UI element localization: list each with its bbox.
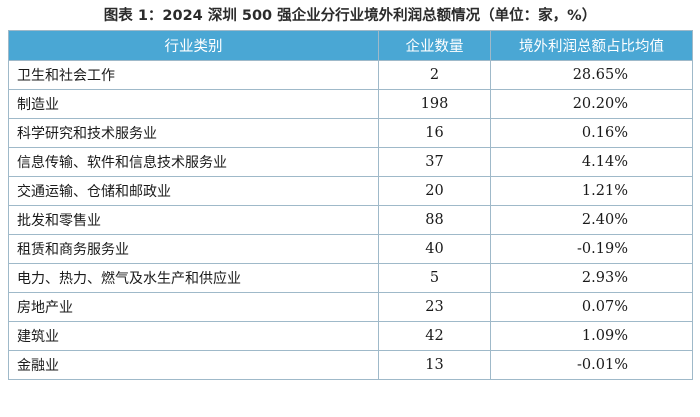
row-category: 信息传输、软件和信息技术服务业 [8,147,379,177]
row-count: 13 [378,350,491,380]
header-category: 行业类别 [8,30,379,61]
row-count: 16 [378,118,491,148]
row-category: 租赁和商务服务业 [8,234,379,264]
row-category: 批发和零售业 [8,205,379,235]
row-count: 88 [378,205,491,235]
table-row: 电力、热力、燃气及水生产和供应业 5 2.93% [8,263,693,293]
row-share: -0.01% [490,350,693,380]
row-count: 20 [378,176,491,206]
table-row: 租赁和商务服务业 40 -0.19% [8,234,693,264]
row-category: 建筑业 [8,321,379,351]
row-share: 1.09% [490,321,693,351]
row-category: 科学研究和技术服务业 [8,118,379,148]
row-count: 198 [378,89,491,119]
table-header-row: 行业类别 企业数量 境外利润总额占比均值 [8,30,693,61]
row-share: 20.20% [490,89,693,119]
row-share: -0.19% [490,234,693,264]
row-count: 23 [378,292,491,322]
row-count: 5 [378,263,491,293]
row-category: 制造业 [8,89,379,119]
table-row: 制造业 198 20.20% [8,89,693,119]
row-count: 42 [378,321,491,351]
header-count: 企业数量 [378,30,491,61]
row-count: 40 [378,234,491,264]
row-share: 0.07% [490,292,693,322]
row-share: 1.21% [490,176,693,206]
row-category: 房地产业 [8,292,379,322]
table-row: 科学研究和技术服务业 16 0.16% [8,118,693,148]
row-count: 2 [378,60,491,90]
row-share: 4.14% [490,147,693,177]
table-row: 批发和零售业 88 2.40% [8,205,693,235]
row-share: 28.65% [490,60,693,90]
header-share: 境外利润总额占比均值 [490,30,693,61]
table-row: 金融业 13 -0.01% [8,350,693,380]
row-category: 电力、热力、燃气及水生产和供应业 [8,263,379,293]
chart-title: 图表 1：2024 深圳 500 强企业分行业境外利润总额情况（单位：家，%） [103,8,597,24]
row-share: 2.40% [490,205,693,235]
row-category: 金融业 [8,350,379,380]
table-row: 信息传输、软件和信息技术服务业 37 4.14% [8,147,693,177]
table-row: 交通运输、仓储和邮政业 20 1.21% [8,176,693,206]
row-share: 0.16% [490,118,693,148]
row-share: 2.93% [490,263,693,293]
row-category: 卫生和社会工作 [8,60,379,90]
table-row: 卫生和社会工作 2 28.65% [8,60,693,90]
table-row: 房地产业 23 0.07% [8,292,693,322]
row-count: 37 [378,147,491,177]
row-category: 交通运输、仓储和邮政业 [8,176,379,206]
data-table: 行业类别 企业数量 境外利润总额占比均值 卫生和社会工作 2 28.65% 制造… [8,30,693,380]
table-row: 建筑业 42 1.09% [8,321,693,351]
